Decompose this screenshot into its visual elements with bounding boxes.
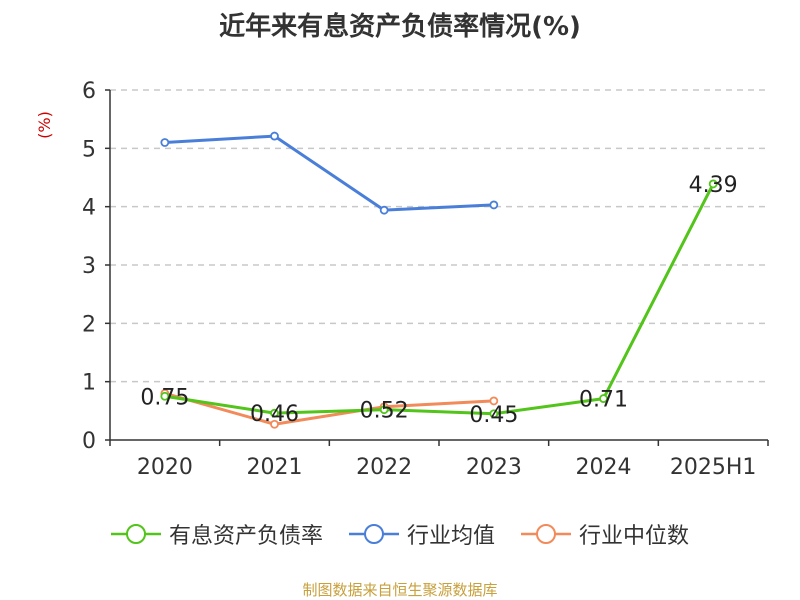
data-label: 0.71 bbox=[579, 388, 628, 413]
data-point bbox=[489, 409, 499, 419]
series-line-1 bbox=[164, 134, 494, 212]
y-tick-label: 3 bbox=[82, 254, 96, 279]
data-label: 0.45 bbox=[469, 403, 518, 428]
data-point bbox=[489, 200, 499, 210]
legend-marker-green bbox=[110, 524, 161, 544]
grid-lines bbox=[110, 89, 768, 383]
x-tick-label: 2023 bbox=[466, 455, 522, 480]
y-tick-label: 1 bbox=[82, 371, 96, 396]
data-label: 0.75 bbox=[140, 385, 189, 410]
data-label: 4.39 bbox=[689, 173, 738, 198]
y-tick-label: 0 bbox=[82, 429, 96, 454]
axes: 0 1 2 3 4 5 6 2020 2021 2022 2023 2024 2025H1 bbox=[82, 79, 769, 480]
y-tick-label: 2 bbox=[82, 312, 96, 337]
x-tick-label: 2021 bbox=[247, 455, 303, 480]
data-point bbox=[489, 396, 499, 406]
legend-label: 行业均值 bbox=[406, 524, 495, 549]
source-footer: 制图数据来自恒生聚源数据库 bbox=[302, 581, 498, 599]
y-tick-label: 5 bbox=[82, 137, 96, 162]
data-label: 0.52 bbox=[360, 399, 409, 424]
legend-label: 行业中位数 bbox=[579, 524, 690, 549]
data-point bbox=[379, 205, 389, 215]
x-tick-label: 2024 bbox=[576, 455, 632, 480]
data-labels: 0.75 0.46 0.52 0.45 0.71 4.39 bbox=[140, 173, 737, 428]
data-point bbox=[708, 179, 718, 189]
legend-marker-orange bbox=[521, 524, 571, 544]
data-point bbox=[379, 405, 389, 415]
x-tick-label: 2022 bbox=[356, 455, 412, 480]
series-line-2 bbox=[164, 391, 494, 426]
series-line-0 bbox=[164, 183, 715, 416]
x-tick-label: 2025H1 bbox=[670, 455, 757, 480]
data-point bbox=[270, 408, 279, 418]
y-tick-label: 4 bbox=[82, 196, 96, 221]
data-label: 0.46 bbox=[250, 402, 299, 427]
legend-label: 有息资产负债率 bbox=[168, 524, 323, 549]
data-point bbox=[160, 391, 170, 401]
y-tick-label: 6 bbox=[82, 79, 96, 104]
chart-title: 近年来有息资产负债率情况(%) bbox=[219, 12, 581, 42]
legend-item-industry-mean[interactable]: 行业均值 bbox=[348, 518, 495, 550]
series-lines bbox=[160, 131, 718, 429]
data-point bbox=[270, 419, 279, 429]
data-point bbox=[599, 394, 608, 403]
legend-item-industry-median[interactable]: 行业中位数 bbox=[521, 518, 689, 550]
legend: 有息资产负债率 行业均值 行业中位数 bbox=[0, 518, 800, 550]
x-tick-label: 2020 bbox=[137, 455, 193, 480]
data-point bbox=[160, 138, 170, 147]
legend-item-interest-debt-ratio[interactable]: 有息资产负债率 bbox=[110, 518, 323, 550]
legend-marker-blue bbox=[348, 524, 399, 544]
data-point bbox=[270, 131, 279, 141]
